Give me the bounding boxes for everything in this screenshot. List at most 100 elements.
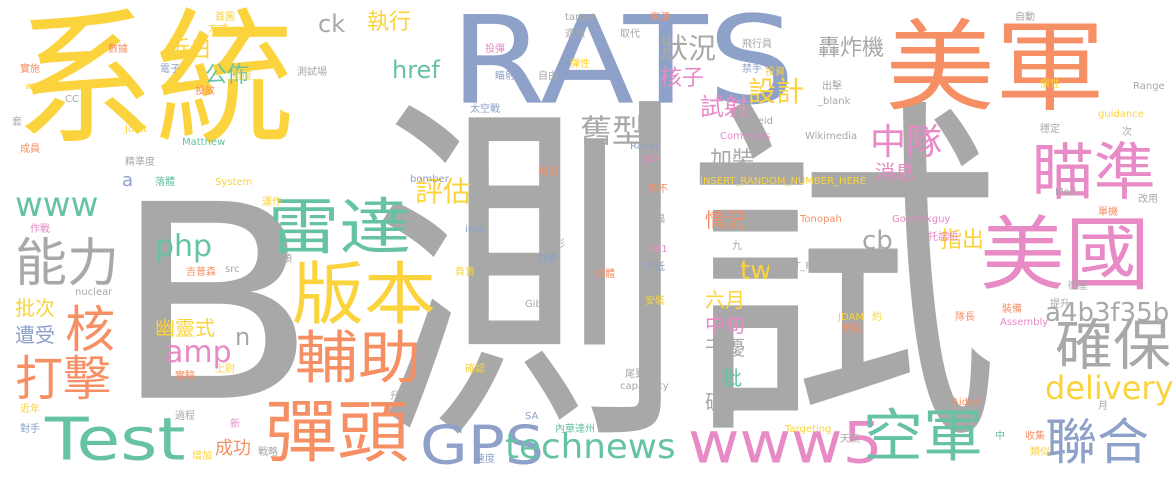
word-guocheng: 過程 bbox=[175, 411, 195, 422]
word-zhuangbei: 裝備 bbox=[1002, 304, 1022, 315]
word-ceshichang: 測試場 bbox=[297, 67, 327, 78]
word-dantou: 彈頭 bbox=[265, 392, 410, 473]
word-banben: 版本 bbox=[292, 254, 437, 335]
word-gaiyong: 改用 bbox=[1138, 194, 1158, 205]
word-qingxing: 情形 bbox=[545, 239, 565, 250]
word-range: Range bbox=[1133, 81, 1165, 92]
word-amp: amp bbox=[165, 335, 232, 370]
word-gibson: Gibson bbox=[525, 299, 560, 310]
word-nengli: 能力 bbox=[15, 234, 120, 294]
word-zaoshou: 遭受 bbox=[15, 323, 55, 347]
word-b61: B61 bbox=[648, 244, 668, 255]
word-wubu: 無不 bbox=[648, 184, 668, 195]
word-tao: 套 bbox=[12, 117, 22, 128]
word-chengyuan: 成員 bbox=[20, 144, 40, 155]
word-mod: Mod bbox=[1055, 187, 1077, 198]
word-assembly: Assembly bbox=[1000, 317, 1049, 328]
word-sudu: 速度 bbox=[475, 454, 495, 465]
word-taikongzhan: 太空戰 bbox=[470, 104, 500, 115]
word-goretexguy: Goretexguy bbox=[892, 214, 951, 225]
word-shangwei: 上尉 bbox=[215, 364, 235, 375]
word-miaozhun: 瞄準 bbox=[1032, 137, 1156, 209]
word-capability: capability bbox=[620, 381, 669, 392]
word-youxu: 遊須 bbox=[565, 29, 585, 40]
word-guidance: guidance bbox=[1098, 109, 1144, 120]
word-zhongdui: 中隊 bbox=[870, 122, 943, 163]
word-jiaodu: 角度 bbox=[232, 71, 252, 82]
word-xin: 新 bbox=[230, 419, 240, 430]
word-aided: Aided bbox=[952, 397, 981, 408]
word-jdam: JDAM bbox=[838, 312, 864, 323]
word-feixingyuan: 飛行員 bbox=[742, 39, 772, 50]
word-meiguo: 美國 bbox=[980, 208, 1151, 303]
word-xitong: 系統 bbox=[15, 0, 296, 167]
word-joint: Joint bbox=[125, 124, 148, 135]
word-qingkuang: 情況 bbox=[705, 208, 745, 232]
word-quebao: 確保 bbox=[1055, 313, 1172, 378]
word-ganrao: 干擾 bbox=[705, 336, 745, 360]
word-bomber: bomber bbox=[410, 174, 449, 185]
word-leisi: 類似 bbox=[1030, 447, 1050, 458]
word-matthew: Matthew bbox=[182, 137, 226, 148]
word-tanxing: 彈性 bbox=[570, 59, 590, 70]
word-hongzhaji: 轟炸機 bbox=[818, 36, 885, 61]
word-insert-random: INSERT_RANDOM_NUMBER_HERE bbox=[700, 176, 867, 187]
word-ci: 次 bbox=[1122, 127, 1132, 138]
word-tonopah: Tonopah bbox=[800, 214, 842, 225]
word-b: B bbox=[112, 147, 318, 462]
word-xiaoxi: 消息 bbox=[875, 160, 915, 184]
word-rats: RATS bbox=[450, 0, 796, 132]
word-zhongxun: 中旬 bbox=[705, 313, 745, 337]
word-www5: www5 bbox=[688, 410, 883, 477]
word-fangshi: 方式 bbox=[208, 24, 228, 35]
word-img: img bbox=[465, 224, 484, 235]
word-dafu: 大幅 bbox=[645, 214, 665, 225]
word-zhong: 中 bbox=[995, 431, 1005, 442]
word-guanxing: 慣性 bbox=[1040, 79, 1060, 90]
word-liuyue: 六月 bbox=[705, 288, 745, 312]
word-toufang: 投放 bbox=[195, 86, 215, 97]
word-cb: cb bbox=[862, 226, 893, 256]
word-meijun: 美軍 bbox=[885, 9, 1105, 126]
word-sa: SA bbox=[525, 411, 539, 422]
word-zhuangkuang: 狀況 bbox=[660, 32, 717, 65]
word-jinri: 近日 bbox=[168, 38, 213, 63]
word-zoneid: zoneid bbox=[740, 116, 773, 127]
word-jiuxing: 舊型 bbox=[580, 112, 645, 150]
word-cc: CC bbox=[65, 94, 79, 105]
word-pohuai: 破壞 bbox=[705, 390, 745, 414]
word-gongbu: 公佈 bbox=[205, 63, 250, 88]
word-jipusen: 吉普森 bbox=[186, 267, 216, 278]
word-shoutu: 首圖 bbox=[215, 12, 235, 23]
word-zengjia: 增加 bbox=[192, 451, 212, 462]
word-yunzuo: 運作 bbox=[262, 197, 282, 208]
word-jiu: 九 bbox=[732, 241, 742, 252]
word-toudan: 投彈 bbox=[485, 44, 505, 55]
word-href: href bbox=[392, 56, 440, 84]
word-dianzi: 電子 bbox=[160, 64, 180, 75]
word-weapon: weapon bbox=[25, 81, 65, 92]
word-wikimedia: Wikimedia bbox=[805, 131, 858, 142]
word-pici: 批次 bbox=[15, 296, 55, 320]
word-a: a bbox=[122, 170, 134, 191]
word-weixing: 衛星 bbox=[1068, 281, 1088, 292]
word-delivery: delivery bbox=[1045, 369, 1174, 407]
word-ck: ck bbox=[318, 10, 346, 38]
word-weiyi: 尾翼 bbox=[625, 369, 645, 380]
word-zuozhan: 作戰 bbox=[30, 224, 50, 235]
word-daoyin: 導引 bbox=[538, 167, 558, 178]
word-sheji: 設計 bbox=[748, 75, 805, 108]
word-daji: 打擊 bbox=[15, 351, 112, 407]
word-zhengjingtou: 整淨頭 bbox=[262, 254, 292, 265]
word-luoti: 落體 bbox=[155, 177, 175, 188]
word-zhixing: 執行 bbox=[367, 10, 412, 35]
word-commons: Commons bbox=[720, 131, 771, 142]
word-a4b3f35b: a4b3f35b bbox=[1045, 298, 1170, 328]
word-gps: GPS bbox=[420, 415, 544, 477]
word-zhongdi: 中低 bbox=[645, 262, 665, 273]
word-shuju: 數據 bbox=[108, 44, 128, 55]
word-chuji: 出擊 bbox=[822, 81, 842, 92]
word-fuzhu: 輔助 bbox=[295, 325, 421, 392]
word-system: System bbox=[215, 177, 253, 188]
